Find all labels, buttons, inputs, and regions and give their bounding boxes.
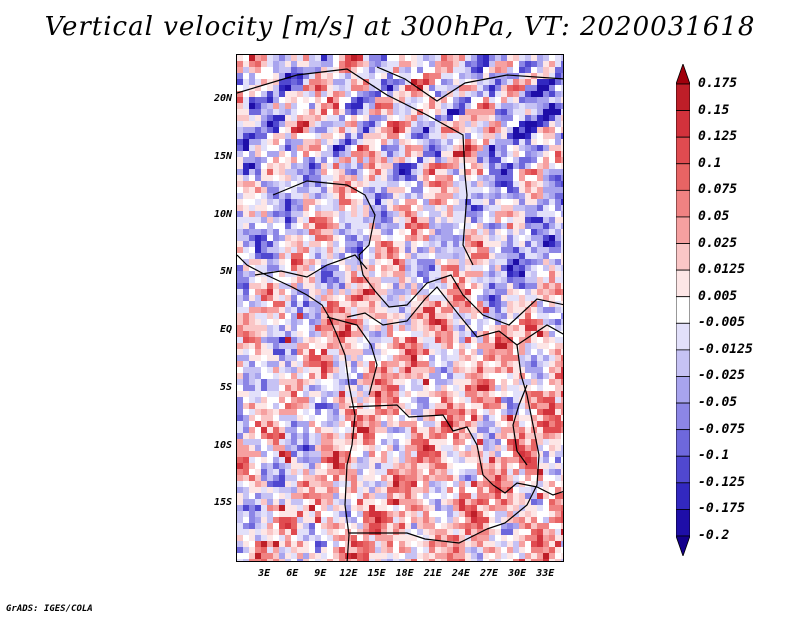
lon-tick-label: 9E <box>314 568 327 579</box>
colorbar-swatch <box>676 243 690 271</box>
colorbar-swatch <box>676 402 690 431</box>
lat-tick-label: EQ <box>219 324 232 336</box>
colorbar-min-arrow <box>676 535 690 556</box>
colorbar-swatch <box>676 216 690 244</box>
border-lake-tanganyika <box>512 384 528 466</box>
colorbar-swatch <box>676 83 690 111</box>
lat-tick-label: 5N <box>219 266 232 278</box>
lon-tick-label: 3E <box>258 568 271 579</box>
colorbar-label: -0.075 <box>698 421 745 437</box>
lat-tick-label: 10N <box>213 208 232 220</box>
colorbar-swatch <box>676 455 690 484</box>
colorbar-swatch <box>676 110 690 138</box>
lon-tick-label: 33E <box>536 568 555 579</box>
colorbar-swatch <box>676 429 690 457</box>
colorbar-label: -0.005 <box>698 315 745 331</box>
border-angola <box>348 404 494 486</box>
colorbar-label: -0.2 <box>698 528 730 543</box>
colorbar-label: -0.0125 <box>698 341 753 357</box>
colorbar-label: 0.075 <box>698 182 738 198</box>
colorbar <box>676 64 690 556</box>
colorbar-swatch <box>676 269 690 298</box>
border-nigeria <box>254 254 368 278</box>
border-drc-north <box>346 286 518 346</box>
border-chad-libya <box>376 66 563 102</box>
colorbar-label: -0.125 <box>698 474 745 490</box>
coastline-west <box>237 254 356 561</box>
colorbar-swatch <box>676 136 690 165</box>
border-tanzania <box>516 324 563 346</box>
border-chad-west <box>272 180 563 326</box>
lon-tick-label: 12E <box>339 568 358 579</box>
colorbar-swatch <box>676 163 690 191</box>
map-title: Vertical velocity [m/s] at 300hPa, VT: 2… <box>44 12 756 42</box>
lat-tick-label: 15N <box>213 150 232 162</box>
colorbar-label: 0.0125 <box>698 262 745 278</box>
credit-text: GrADS: IGES/COLA <box>6 604 93 614</box>
lat-tick-label: 5S <box>219 381 232 393</box>
colorbar-swatch <box>676 322 690 351</box>
colorbar-swatch <box>676 189 690 218</box>
colorbar-swatch <box>676 482 690 510</box>
colorbar-label: 0.175 <box>698 76 738 91</box>
lon-tick-label: 27E <box>479 568 499 579</box>
lon-tick-label: 6E <box>286 568 299 579</box>
border-angola-south <box>349 528 488 544</box>
velocity-map <box>236 54 564 562</box>
lat-tick-label: 15S <box>213 497 232 509</box>
border-zambia <box>492 482 563 496</box>
colorbar-label: 0.05 <box>698 208 730 224</box>
lat-tick-label: 10S <box>213 439 232 451</box>
colorbar-swatch <box>676 296 690 324</box>
border-sahara-north <box>237 68 474 266</box>
colorbar-label: -0.05 <box>698 395 738 411</box>
lon-tick-label: 24E <box>451 568 470 579</box>
colorbar-swatch <box>676 376 690 404</box>
country-borders <box>237 66 563 561</box>
colorbar-label: -0.175 <box>698 501 745 517</box>
border-drc-east <box>486 344 540 530</box>
lon-tick-label: 18E <box>395 568 414 579</box>
colorbar-swatch <box>676 509 690 537</box>
colorbar-label: 0.025 <box>698 235 738 251</box>
colorbar-label: 0.1 <box>698 155 722 171</box>
border-congo <box>326 316 378 396</box>
lon-tick-label: 21E <box>423 568 442 579</box>
velocity-field <box>237 55 563 561</box>
lon-tick-label: 30E <box>508 568 527 579</box>
colorbar-label: -0.1 <box>698 448 730 464</box>
colorbar-max-arrow <box>676 64 690 85</box>
colorbar-label: 0.15 <box>698 102 730 118</box>
colorbar-label: 0.125 <box>698 129 738 145</box>
colorbar-label: 0.005 <box>698 288 738 304</box>
lat-tick-label: 20N <box>213 93 232 105</box>
colorbar-swatch <box>676 349 690 377</box>
lon-tick-label: 15E <box>367 568 386 579</box>
colorbar-label: -0.025 <box>698 368 745 384</box>
